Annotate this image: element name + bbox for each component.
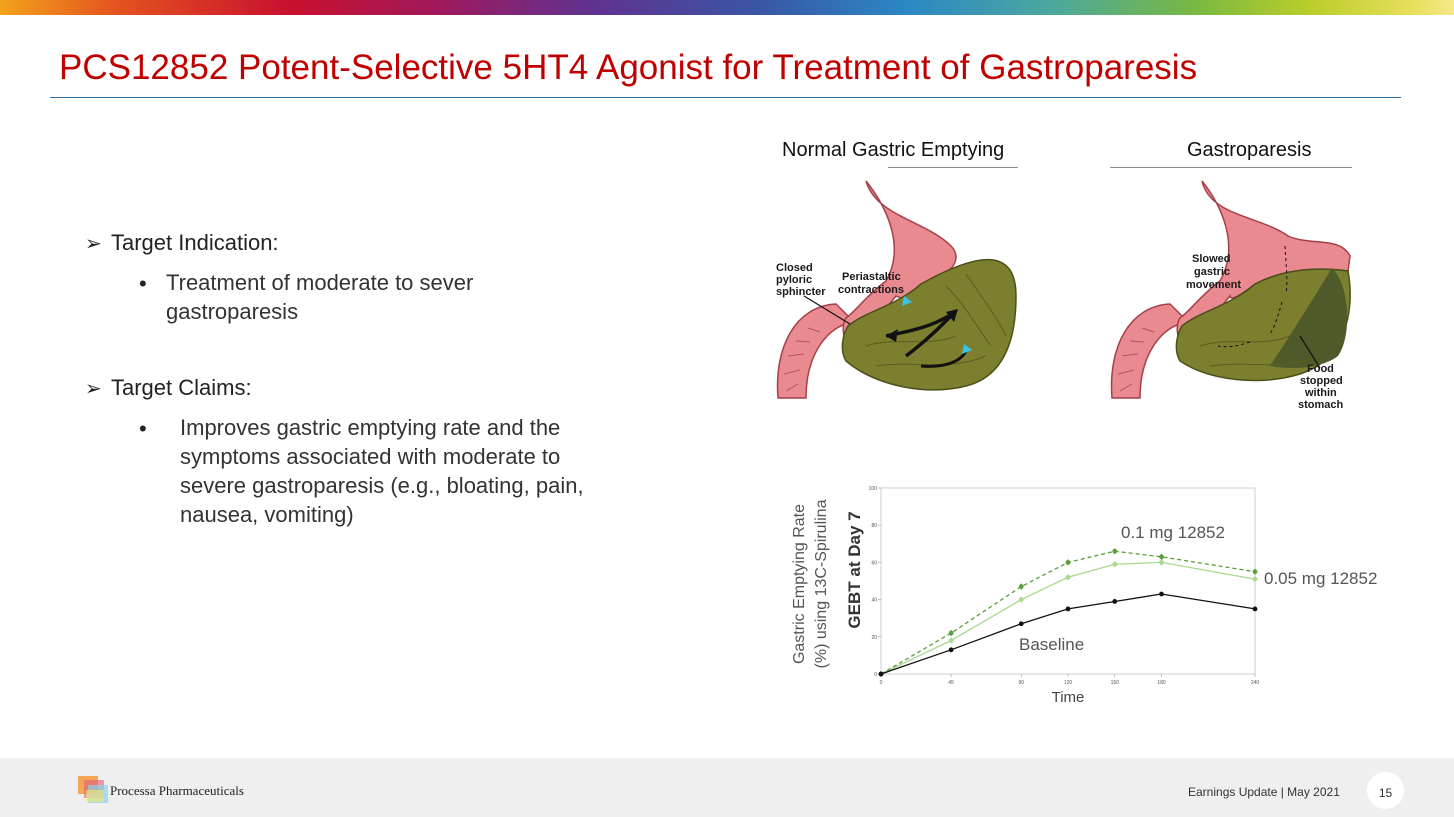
data-point xyxy=(1252,569,1258,575)
data-point xyxy=(1112,548,1118,554)
gastroparesis-label-rule xyxy=(1110,167,1352,168)
data-point xyxy=(878,671,884,677)
data-point xyxy=(1065,574,1071,580)
event-label: Earnings Update | May 2021 xyxy=(1188,785,1340,799)
page-number: 15 xyxy=(1367,772,1404,809)
processa-logo-icon xyxy=(78,776,108,803)
data-point xyxy=(1159,554,1164,560)
data-point xyxy=(1159,560,1164,565)
annotation-closed-pyloric-2: pyloric xyxy=(776,274,812,286)
annotation-food-stopped-2: stopped xyxy=(1300,375,1343,387)
annotation-slowed: Slowed xyxy=(1192,253,1231,265)
data-point xyxy=(1018,597,1024,602)
annotation-slowed-2: gastric xyxy=(1194,266,1230,278)
data-point xyxy=(1112,561,1118,567)
x-tick-label: 240 xyxy=(1251,680,1260,686)
annotation-food-stopped: Food xyxy=(1307,363,1334,375)
series-label: 0.05 mg 12852 xyxy=(1264,569,1377,588)
data-point xyxy=(1018,621,1024,627)
x-tick-label: 0 xyxy=(880,680,883,686)
gebt-line-chart: Gastric Emptying Rate (%) using 13C-Spir… xyxy=(791,486,1377,706)
y-tick-label: 40 xyxy=(871,598,877,604)
x-tick-label: 150 xyxy=(1111,680,1120,686)
data-point xyxy=(948,630,954,636)
bullet-item-claims: Improves gastric emptying rate and the s… xyxy=(180,415,584,527)
bullet-heading-indication: ➢ Target Indication: xyxy=(85,230,279,256)
bullet-heading-text: Target Claims: xyxy=(111,375,252,400)
data-point xyxy=(1112,599,1118,604)
y-tick-label: 60 xyxy=(871,560,877,566)
annotation-peristaltic: Periastaltic xyxy=(842,271,901,283)
x-tick-label: 120 xyxy=(1064,680,1073,686)
x-axis-label: Time xyxy=(1052,689,1085,706)
y-tick-label: 0 xyxy=(874,672,877,678)
slide-title: PCS12852 Potent-Selective 5HT4 Agonist f… xyxy=(59,48,1198,87)
y-axis-inner-label: GEBT at Day 7 xyxy=(845,511,864,628)
data-point xyxy=(1252,606,1258,612)
annotation-food-stopped-3: within xyxy=(1304,387,1337,399)
bullet-item-indication: Treatment of moderate to sever gastropar… xyxy=(166,270,474,324)
bullet-heading-claims: ➢ Target Claims: xyxy=(85,375,252,401)
annotation-slowed-3: movement xyxy=(1186,279,1241,291)
data-point xyxy=(1159,591,1164,597)
series-line-baseline xyxy=(880,593,1256,675)
company-name: Processa Pharmaceuticals xyxy=(110,783,244,798)
title-divider xyxy=(50,97,1401,98)
normal-stomach-illustration: Closed pyloric sphincter Periastaltic co… xyxy=(776,180,1017,399)
data-point xyxy=(948,638,954,643)
data-point xyxy=(1065,560,1071,565)
y-axis-outer-label-line2: (%) using 13C-Spirulina xyxy=(813,499,830,668)
series-label: 0.1 mg 12852 xyxy=(1121,523,1225,542)
annotation-closed-pyloric: Closed xyxy=(776,262,813,274)
x-tick-label: 45 xyxy=(948,680,954,686)
data-point xyxy=(948,647,954,653)
x-tick-label: 90 xyxy=(1018,680,1024,686)
series-label: Baseline xyxy=(1019,635,1084,654)
dot-bullet-icon: • xyxy=(139,416,147,441)
annotation-peristaltic-2: contractions xyxy=(838,284,904,296)
normal-label-rule xyxy=(888,167,1018,168)
x-tick-label: 180 xyxy=(1157,680,1166,686)
y-tick-label: 80 xyxy=(871,523,877,529)
y-axis-outer-label-line1: Gastric Emptying Rate xyxy=(791,504,808,664)
footer-bar xyxy=(0,758,1454,817)
gastroparesis-stomach-illustration: Slowed gastric movement Food stopped wit… xyxy=(1110,180,1351,411)
bullet-heading-text: Target Indication: xyxy=(111,230,279,255)
y-tick-label: 20 xyxy=(871,635,877,641)
dot-bullet-icon: • xyxy=(139,271,147,296)
brand-color-bar xyxy=(0,0,1454,15)
data-point xyxy=(1252,576,1258,582)
data-point xyxy=(1065,606,1071,612)
normal-emptying-label: Normal Gastric Emptying xyxy=(782,139,1005,161)
arrow-bullet-icon: ➢ xyxy=(85,233,102,255)
arrow-bullet-icon: ➢ xyxy=(85,378,102,400)
annotation-food-stopped-4: stomach xyxy=(1298,399,1344,411)
gastroparesis-label: Gastroparesis xyxy=(1187,139,1312,161)
y-tick-label: 100 xyxy=(869,486,878,492)
annotation-closed-pyloric-3: sphincter xyxy=(776,286,826,298)
data-point xyxy=(1018,584,1024,589)
